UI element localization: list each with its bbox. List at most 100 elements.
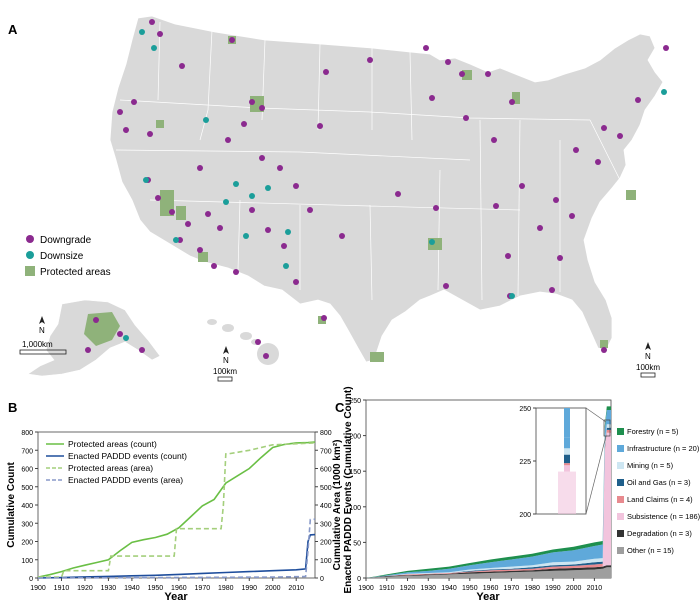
chart-b-series <box>37 441 316 579</box>
y-tick-label: 250 <box>349 398 361 405</box>
downgrade-point <box>293 279 299 285</box>
chart-b-axes: 1900 1910 1920 1930 1940 1950 1960 1970 1980 1990… <box>21 430 331 592</box>
legend-protected-swatch <box>25 266 35 276</box>
downsize-point <box>173 237 179 243</box>
downgrade-point <box>557 255 563 261</box>
downgrade-point <box>123 127 129 133</box>
downgrade-point <box>307 207 313 213</box>
inset-stack-segment <box>564 463 570 466</box>
x-tick-label: 1930 <box>420 585 436 592</box>
series-line-protected-areas-area- <box>38 442 316 578</box>
alaska-north-arrow: N <box>39 316 45 335</box>
y-tick-label-left: 600 <box>21 467 33 474</box>
legend-swatch <box>617 462 624 469</box>
downsize-point <box>283 263 289 269</box>
downgrade-point <box>205 211 211 217</box>
downgrade-point <box>241 121 247 127</box>
y-tick-label-right: 300 <box>320 521 332 528</box>
downgrade-point <box>519 183 525 189</box>
legend-label: Other (n = 15) <box>627 546 674 555</box>
downgrade-point <box>225 137 231 143</box>
hawaii-islands <box>207 319 279 365</box>
legend-downgrade-swatch <box>26 235 34 243</box>
north-arrow-icon <box>645 342 651 350</box>
chart-b-legend: Protected areas (count) Enacted PADDD eve… <box>46 439 187 485</box>
legend-swatch <box>617 496 624 503</box>
state-borders <box>115 21 621 301</box>
downgrade-point <box>569 213 575 219</box>
downgrade-point <box>281 243 287 249</box>
downgrade-point <box>601 347 607 353</box>
y-tick-label-right: 600 <box>320 467 332 474</box>
x-tick-label: 1960 <box>483 585 499 592</box>
contiguous-us-landmass <box>109 15 664 363</box>
x-tick-label: 1920 <box>400 585 416 592</box>
downgrade-point <box>197 247 203 253</box>
downgrade-point <box>265 227 271 233</box>
inset-y-tick-label: 250 <box>519 406 531 413</box>
downsize-point <box>233 181 239 187</box>
downgrade-point <box>443 283 449 289</box>
legend-label: Subsistence (n = 186) <box>627 512 700 521</box>
downgrade-point <box>277 165 283 171</box>
x-tick-label: 1920 <box>77 585 93 592</box>
y-tick-label: 200 <box>349 434 361 441</box>
legend-swatch <box>617 547 624 554</box>
inset-connector <box>585 435 607 515</box>
x-tick-label: 1900 <box>30 585 46 592</box>
legend-swatch <box>617 445 624 452</box>
downgrade-point <box>233 269 239 275</box>
x-tick-label: 1940 <box>441 585 457 592</box>
inset-stack-segment <box>564 465 570 472</box>
legend-swatch <box>617 513 624 520</box>
chart-c-ylabel: Enacted PADDD Events (Cumulative Count) <box>343 386 354 593</box>
island <box>240 332 252 340</box>
legend-label: Mining (n = 5) <box>627 461 674 470</box>
x-tick-label: 1930 <box>101 585 117 592</box>
downgrade-point <box>549 287 555 293</box>
inset-connector <box>585 407 607 423</box>
series-line-enacted-paddd-events-area- <box>37 518 316 579</box>
downgrade-point <box>617 133 623 139</box>
downgrade-point <box>211 263 217 269</box>
state-border <box>115 21 621 301</box>
downgrade-point <box>157 31 163 37</box>
inset-stack-segment <box>564 408 570 438</box>
y-tick-label-left: 0 <box>29 576 33 583</box>
chart-c-legend: Forestry (n = 5) Infrastructure (n = 20) M… <box>617 427 700 555</box>
downgrade-point <box>459 71 465 77</box>
downgrade-point <box>147 131 153 137</box>
x-tick-label: 1950 <box>462 585 478 592</box>
downgrade-point <box>131 99 137 105</box>
downsize-point <box>285 229 291 235</box>
y-tick-label: 50 <box>353 540 361 547</box>
x-tick-label: 1910 <box>379 585 395 592</box>
legend-label: Protected areas (count) <box>68 439 157 449</box>
chart-c-inset: 200 225 250 <box>519 406 611 519</box>
downgrade-point <box>117 331 123 337</box>
downgrade-point <box>255 339 261 345</box>
protected-area <box>198 252 208 262</box>
downsize-point <box>143 177 149 183</box>
series-line-enacted-paddd-events-count- <box>37 533 316 579</box>
protected-area <box>156 120 164 128</box>
downgrade-point <box>317 123 323 129</box>
scale-bar <box>217 376 233 382</box>
florida-scale: 100km <box>636 363 660 378</box>
map-legend: Downgrade Downsize Protected areas <box>25 235 111 278</box>
downsize-point <box>123 335 129 341</box>
north-label: N <box>39 326 45 335</box>
legend-downsize-label: Downsize <box>40 251 84 262</box>
y-tick-label-right: 700 <box>320 448 332 455</box>
downgrade-point <box>423 45 429 51</box>
north-arrow-icon <box>39 316 45 324</box>
chart-c-series <box>366 406 611 578</box>
downsize-point <box>265 185 271 191</box>
alaska-scale: 1,000km <box>19 340 67 355</box>
downgrade-point <box>505 253 511 259</box>
downgrade-point <box>635 97 641 103</box>
x-tick-label: 1940 <box>124 585 140 592</box>
downsize-point <box>509 293 515 299</box>
downgrade-point <box>493 203 499 209</box>
x-tick-label: 1970 <box>504 585 520 592</box>
